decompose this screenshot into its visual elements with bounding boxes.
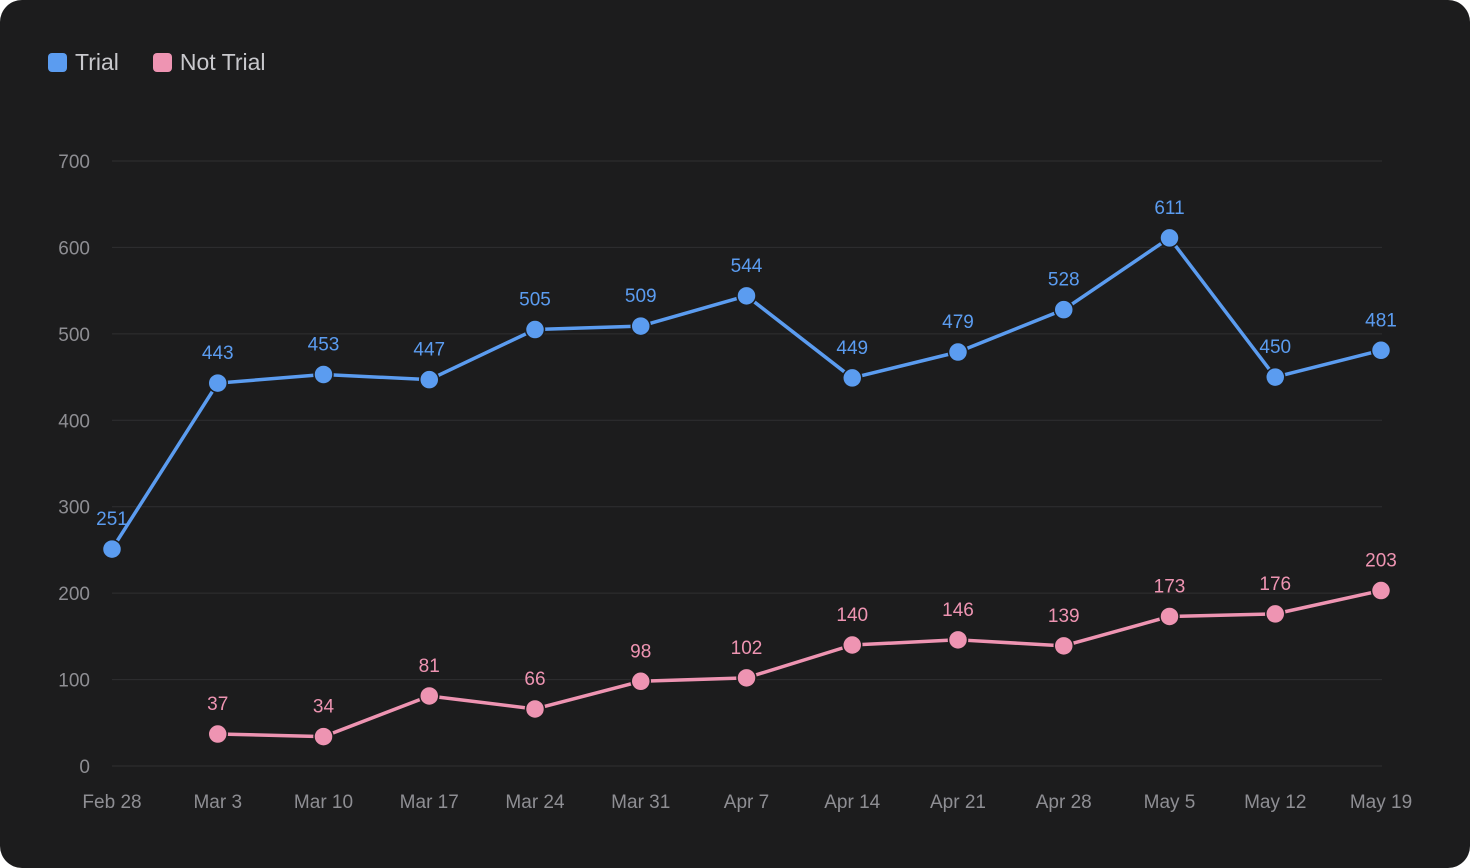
data-label-not-trial: 146 xyxy=(942,600,974,621)
data-label-trial: 505 xyxy=(519,290,551,311)
data-label-not-trial: 37 xyxy=(207,694,228,715)
data-point-trial[interactable] xyxy=(630,315,651,337)
data-point-not-trial[interactable] xyxy=(947,629,969,651)
x-tick-label: Mar 3 xyxy=(193,792,242,813)
data-point-trial[interactable] xyxy=(1053,299,1074,320)
data-point-not-trial[interactable] xyxy=(524,698,546,720)
legend-label-trial: Trial xyxy=(75,49,119,75)
data-label-trial: 449 xyxy=(836,338,868,359)
data-point-trial[interactable] xyxy=(947,341,969,363)
series-line-trial xyxy=(110,236,1383,551)
legend: Trial Not Trial xyxy=(48,47,266,77)
y-tick-label: 500 xyxy=(58,325,90,346)
data-point-trial[interactable] xyxy=(101,538,123,560)
data-label-not-trial: 66 xyxy=(524,669,545,690)
data-label-trial: 453 xyxy=(308,334,340,355)
data-point-not-trial[interactable] xyxy=(313,726,334,747)
data-label-not-trial: 176 xyxy=(1259,574,1291,595)
data-label-trial: 251 xyxy=(96,509,128,530)
data-label-trial: 447 xyxy=(413,340,445,361)
data-label-trial: 528 xyxy=(1048,270,1080,291)
data-label-trial: 481 xyxy=(1365,310,1397,331)
data-point-trial[interactable] xyxy=(736,285,757,307)
x-tick-label: May 5 xyxy=(1144,792,1196,813)
data-label-not-trial: 102 xyxy=(731,638,763,659)
y-tick-label: 200 xyxy=(58,584,90,605)
data-point-not-trial[interactable] xyxy=(1053,635,1074,657)
x-tick-label: Feb 28 xyxy=(82,792,141,813)
data-point-trial[interactable] xyxy=(1265,366,1286,388)
x-tick-label: Apr 21 xyxy=(930,792,986,813)
x-axis-ticks: Feb 28 Mar 3 Mar 10 Mar 17 Mar 24 Mar 31 Apr 7… xyxy=(82,792,1412,813)
series-trial: 251 443 453 447 505 509 544 449 479 528 611 450 481 xyxy=(96,198,1397,560)
data-label-not-trial: 203 xyxy=(1365,551,1397,572)
data-label-not-trial: 34 xyxy=(313,697,335,718)
data-label-not-trial: 173 xyxy=(1154,576,1186,597)
data-label-not-trial: 98 xyxy=(630,641,651,662)
data-point-not-trial[interactable] xyxy=(1265,603,1286,625)
legend-item-trial[interactable]: Trial xyxy=(48,47,119,77)
data-point-trial[interactable] xyxy=(207,372,228,394)
data-label-not-trial: 140 xyxy=(836,605,868,626)
data-point-trial[interactable] xyxy=(842,367,863,389)
data-label-trial: 509 xyxy=(625,286,657,307)
x-tick-label: Mar 31 xyxy=(611,792,670,813)
data-label-trial: 544 xyxy=(731,256,763,277)
data-point-not-trial[interactable] xyxy=(419,685,440,707)
x-tick-label: Apr 7 xyxy=(724,792,769,813)
legend-swatch-not-trial xyxy=(152,52,172,72)
data-point-trial[interactable] xyxy=(419,369,440,390)
y-tick-label: 100 xyxy=(58,671,90,692)
data-point-not-trial[interactable] xyxy=(207,723,228,745)
legend-swatch-trial xyxy=(48,52,67,72)
data-label-trial: 443 xyxy=(202,343,234,364)
y-tick-label: 600 xyxy=(58,238,90,259)
x-tick-label: Apr 28 xyxy=(1036,792,1092,813)
data-point-trial[interactable] xyxy=(1159,227,1180,249)
y-gridlines xyxy=(112,160,1382,767)
x-tick-label: Apr 14 xyxy=(824,792,880,813)
data-label-trial: 450 xyxy=(1259,337,1291,358)
y-tick-label: 0 xyxy=(79,757,90,778)
y-tick-label: 300 xyxy=(58,498,90,519)
data-label-trial: 611 xyxy=(1154,198,1184,219)
legend-label-not-trial: Not Trial xyxy=(179,49,266,75)
legend-item-not-trial[interactable]: Not Trial xyxy=(152,47,266,77)
data-label-not-trial: 139 xyxy=(1048,606,1080,627)
series-not-trial: 37 34 81 66 98 102 140 146 139 173 176 203 xyxy=(207,551,1397,747)
y-tick-label: 700 xyxy=(58,152,90,173)
y-axis-ticks: 0 100 200 300 400 500 600 700 xyxy=(58,152,90,778)
data-label-not-trial: 81 xyxy=(419,656,440,677)
x-tick-label: Mar 24 xyxy=(505,792,565,813)
series-line-not-trial xyxy=(216,588,1383,739)
data-point-trial[interactable] xyxy=(1370,340,1392,361)
x-tick-label: May 19 xyxy=(1350,792,1412,813)
data-point-not-trial[interactable] xyxy=(842,634,863,656)
data-label-trial: 479 xyxy=(942,312,974,333)
data-point-not-trial[interactable] xyxy=(1370,580,1392,601)
data-point-not-trial[interactable] xyxy=(736,667,757,689)
x-tick-label: May 12 xyxy=(1244,792,1306,813)
x-tick-label: Mar 17 xyxy=(400,792,459,813)
data-point-not-trial[interactable] xyxy=(630,671,651,692)
x-tick-label: Mar 10 xyxy=(294,792,353,813)
data-point-trial[interactable] xyxy=(313,364,334,385)
y-tick-label: 400 xyxy=(58,411,90,432)
data-point-not-trial[interactable] xyxy=(1159,606,1180,627)
data-point-trial[interactable] xyxy=(524,319,546,340)
